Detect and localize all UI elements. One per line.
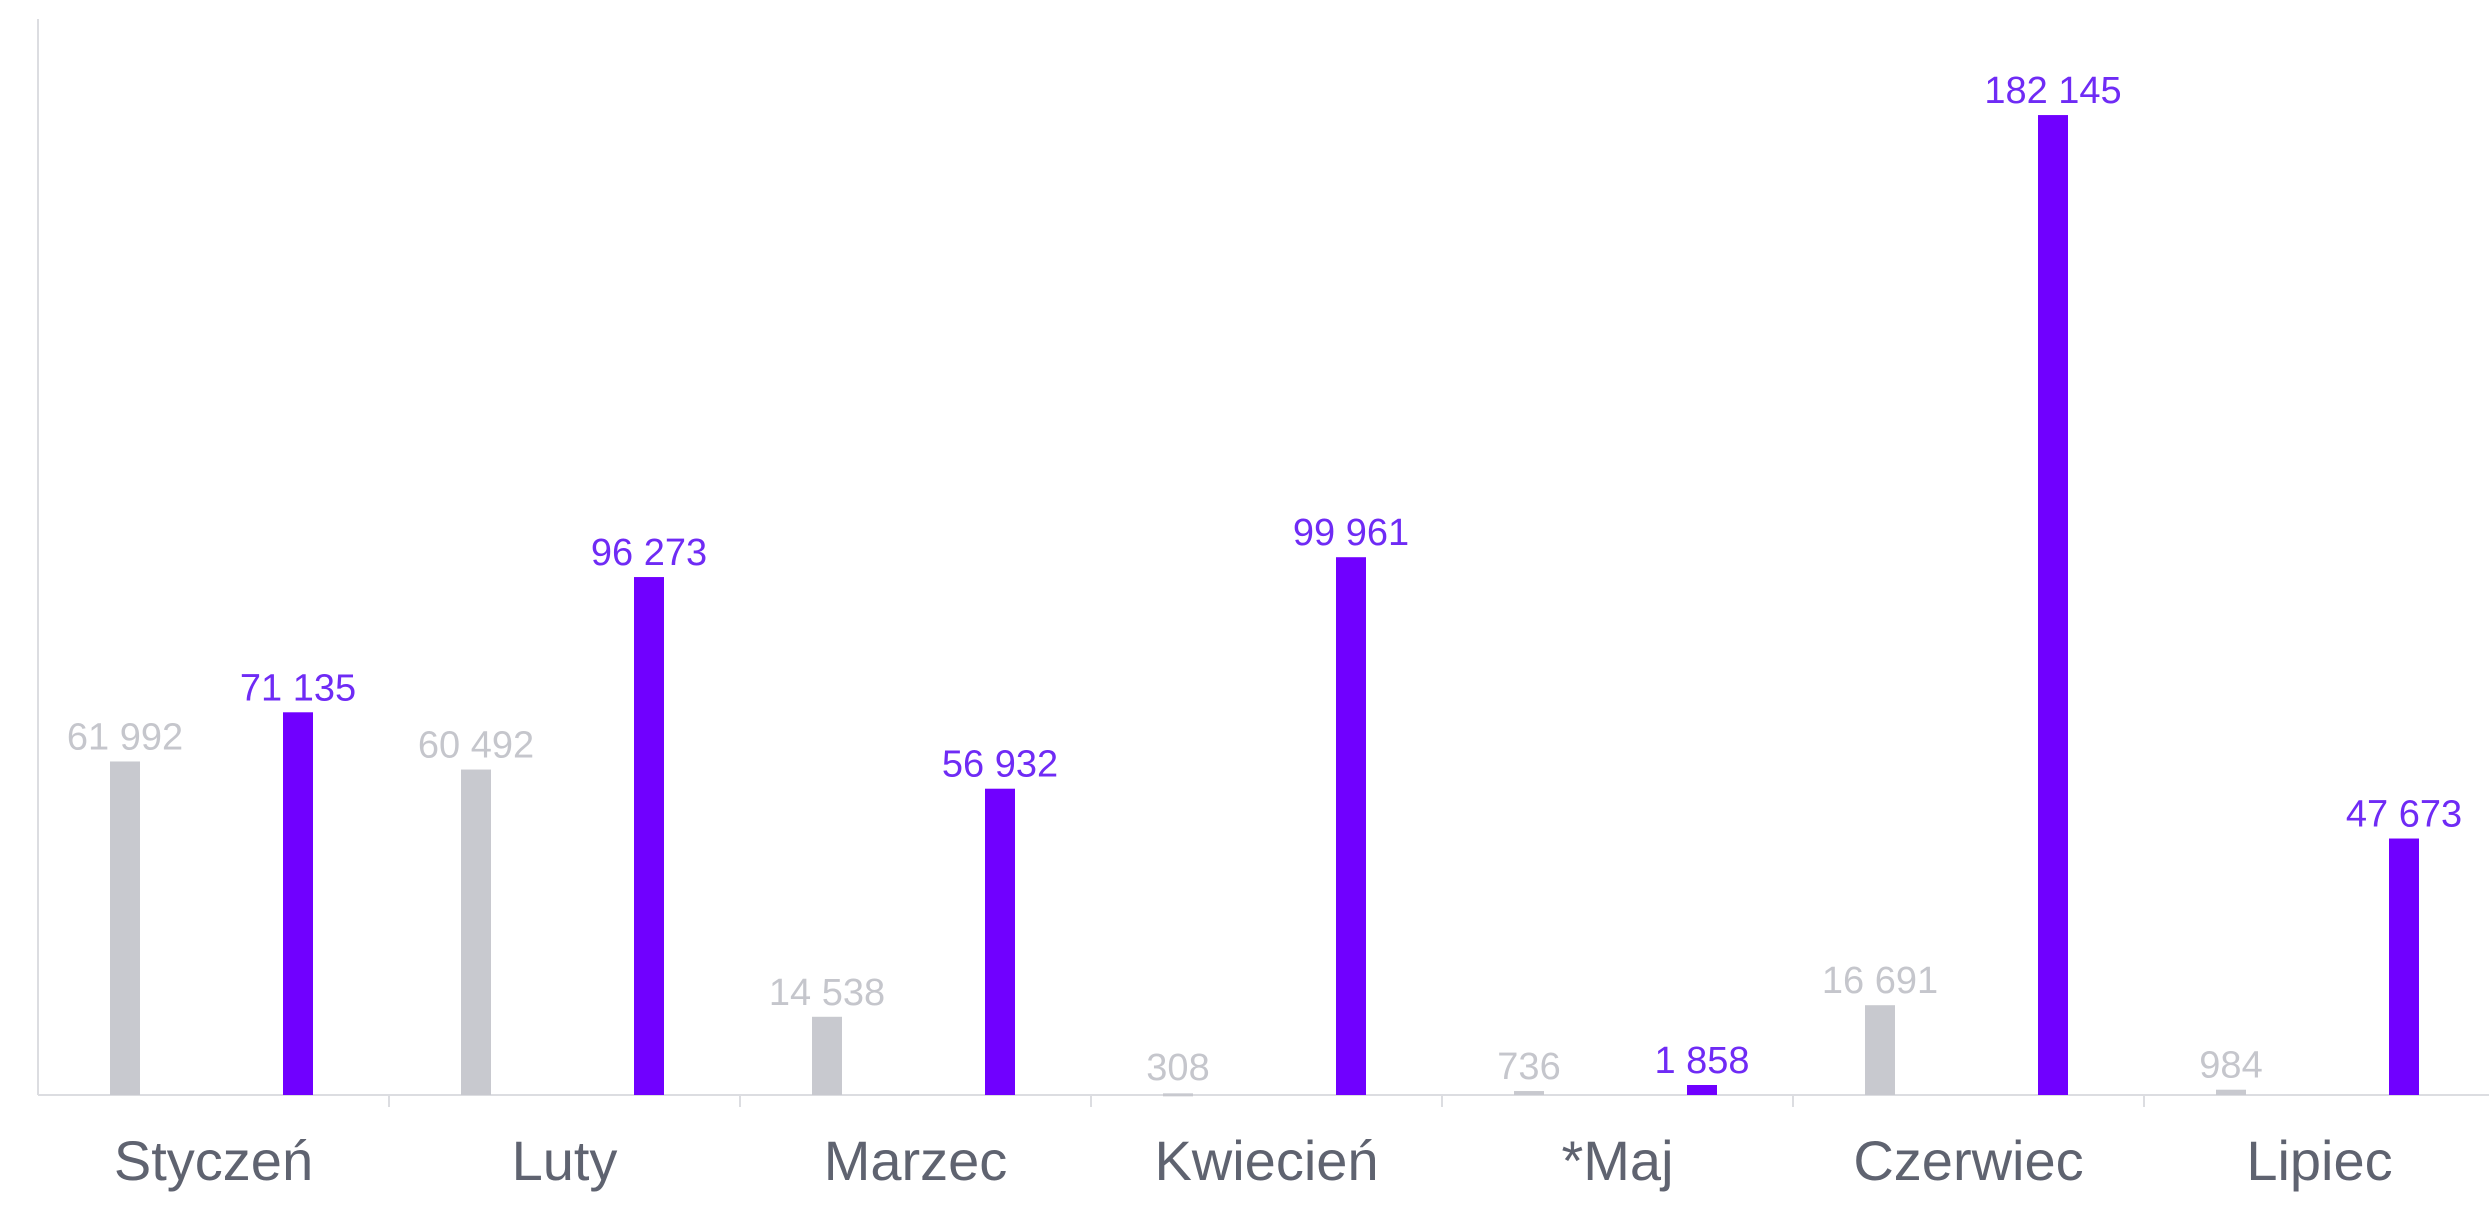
x-tick-label: Styczeń xyxy=(114,1129,313,1192)
value-label: 736 xyxy=(1497,1046,1560,1088)
bar xyxy=(812,1016,842,1095)
value-label: 14 538 xyxy=(769,972,885,1014)
bar xyxy=(985,788,1015,1095)
bar xyxy=(1687,1085,1717,1095)
bar xyxy=(1865,1005,1895,1095)
bar xyxy=(1163,1093,1193,1097)
x-tick-label: Luty xyxy=(512,1129,618,1192)
value-label: 61 992 xyxy=(67,716,183,758)
bar xyxy=(2216,1089,2246,1095)
bar xyxy=(1514,1091,1544,1095)
x-tick-label: Marzec xyxy=(824,1129,1008,1192)
value-label: 182 145 xyxy=(1984,70,2121,112)
bar xyxy=(283,712,313,1095)
x-tick-label: Kwiecień xyxy=(1154,1129,1378,1192)
value-label: 99 961 xyxy=(1293,512,1409,554)
bar xyxy=(2038,115,2068,1096)
value-label: 1 858 xyxy=(1654,1040,1749,1082)
value-label: 984 xyxy=(2199,1045,2262,1087)
value-label: 16 691 xyxy=(1822,960,1938,1002)
bar xyxy=(1336,557,1366,1095)
value-label: 308 xyxy=(1146,1047,1209,1089)
bar xyxy=(2389,838,2419,1095)
bar xyxy=(634,577,664,1095)
value-label: 60 492 xyxy=(418,725,534,767)
value-label: 56 932 xyxy=(942,744,1058,786)
x-tick-label: Czerwiec xyxy=(1853,1129,2083,1192)
x-tick-label: *Maj xyxy=(1561,1129,1673,1192)
value-label: 71 135 xyxy=(240,667,356,709)
bar xyxy=(110,761,140,1095)
value-label: 96 273 xyxy=(591,532,707,574)
value-label: 47 673 xyxy=(2346,794,2462,836)
bar xyxy=(461,769,491,1095)
x-tick-label: Lipiec xyxy=(2246,1129,2392,1192)
